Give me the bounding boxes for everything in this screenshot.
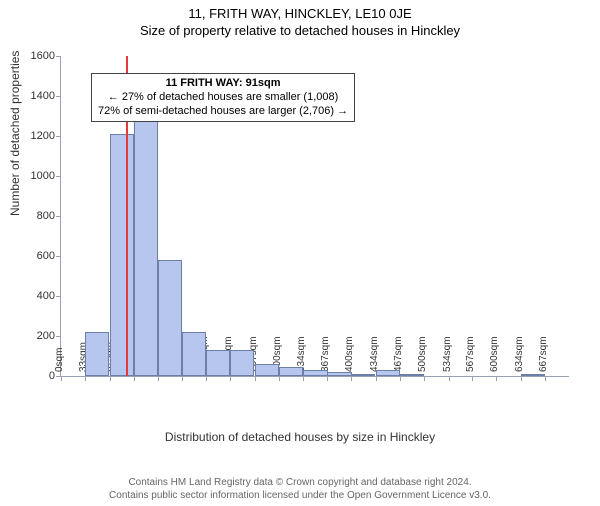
footer: Contains HM Land Registry data © Crown c… <box>0 477 600 502</box>
x-tick-label: 634sqm <box>514 336 525 376</box>
x-tick-mark <box>351 376 352 381</box>
x-tick-mark <box>327 376 328 381</box>
page-subtitle: Size of property relative to detached ho… <box>0 23 600 38</box>
x-tick-mark <box>61 376 62 381</box>
x-tick-label: 400sqm <box>344 336 355 376</box>
histogram-bar <box>376 370 400 376</box>
y-tick-label: 1000 <box>21 170 61 182</box>
x-tick-mark <box>110 376 111 381</box>
histogram-bar <box>134 119 158 376</box>
histogram-bar <box>255 364 279 376</box>
y-axis-label: Number of detached properties <box>8 51 22 216</box>
footer-line2: Contains public sector information licen… <box>0 490 600 503</box>
x-tick-mark <box>182 376 183 381</box>
x-tick-mark <box>449 376 450 381</box>
y-tick-mark <box>56 216 61 217</box>
y-tick-label: 1600 <box>21 50 61 62</box>
x-tick-mark <box>158 376 159 381</box>
histogram-bar <box>230 350 254 376</box>
histogram-bar <box>400 374 424 376</box>
x-tick-label: 0sqm <box>54 348 65 376</box>
x-tick-label: 534sqm <box>442 336 453 376</box>
x-tick-mark <box>376 376 377 381</box>
x-tick-mark <box>521 376 522 381</box>
x-tick-mark <box>545 376 546 381</box>
annotation-box: 11 FRITH WAY: 91sqm ← 27% of detached ho… <box>91 73 355 122</box>
histogram-bar <box>206 350 230 376</box>
chart-area: Number of detached properties 11 FRITH W… <box>0 48 600 446</box>
histogram-bar <box>85 332 109 376</box>
page-title: 11, FRITH WAY, HINCKLEY, LE10 0JE <box>0 6 600 21</box>
histogram-bar <box>521 374 545 376</box>
footer-line1: Contains HM Land Registry data © Crown c… <box>0 477 600 490</box>
x-tick-mark <box>303 376 304 381</box>
chart-container: 11, FRITH WAY, HINCKLEY, LE10 0JE Size o… <box>0 6 600 506</box>
x-tick-mark <box>255 376 256 381</box>
y-tick-mark <box>56 96 61 97</box>
histogram-bar <box>158 260 182 376</box>
x-tick-label: 600sqm <box>489 336 500 376</box>
histogram-bar <box>182 332 206 376</box>
x-axis-label: Distribution of detached houses by size … <box>0 430 600 444</box>
y-tick-label: 1200 <box>21 130 61 142</box>
histogram-bar <box>351 374 375 376</box>
x-tick-mark <box>279 376 280 381</box>
x-tick-mark <box>400 376 401 381</box>
y-tick-mark <box>56 136 61 137</box>
x-tick-label: 500sqm <box>417 336 428 376</box>
y-tick-label: 200 <box>21 330 61 342</box>
histogram-bar <box>303 370 327 376</box>
y-tick-label: 1400 <box>21 90 61 102</box>
annotation-line1: 11 FRITH WAY: 91sqm <box>98 77 348 91</box>
annotation-line3: 72% of semi-detached houses are larger (… <box>98 105 348 119</box>
x-tick-mark <box>85 376 86 381</box>
y-tick-mark <box>56 256 61 257</box>
x-tick-mark <box>206 376 207 381</box>
histogram-bar <box>327 372 351 376</box>
x-tick-mark <box>424 376 425 381</box>
plot-region: 11 FRITH WAY: 91sqm ← 27% of detached ho… <box>60 56 569 377</box>
annotation-line2: ← 27% of detached houses are smaller (1,… <box>98 91 348 105</box>
x-tick-label: 567sqm <box>465 336 476 376</box>
x-tick-label: 667sqm <box>538 336 549 376</box>
x-tick-mark <box>230 376 231 381</box>
x-tick-mark <box>472 376 473 381</box>
histogram-bar <box>110 134 134 376</box>
histogram-bar <box>279 367 303 376</box>
y-tick-mark <box>56 56 61 57</box>
y-tick-label: 400 <box>21 290 61 302</box>
x-tick-mark <box>134 376 135 381</box>
y-tick-mark <box>56 176 61 177</box>
y-tick-mark <box>56 336 61 337</box>
y-tick-label: 600 <box>21 250 61 262</box>
y-tick-label: 800 <box>21 210 61 222</box>
y-tick-mark <box>56 296 61 297</box>
x-tick-mark <box>496 376 497 381</box>
